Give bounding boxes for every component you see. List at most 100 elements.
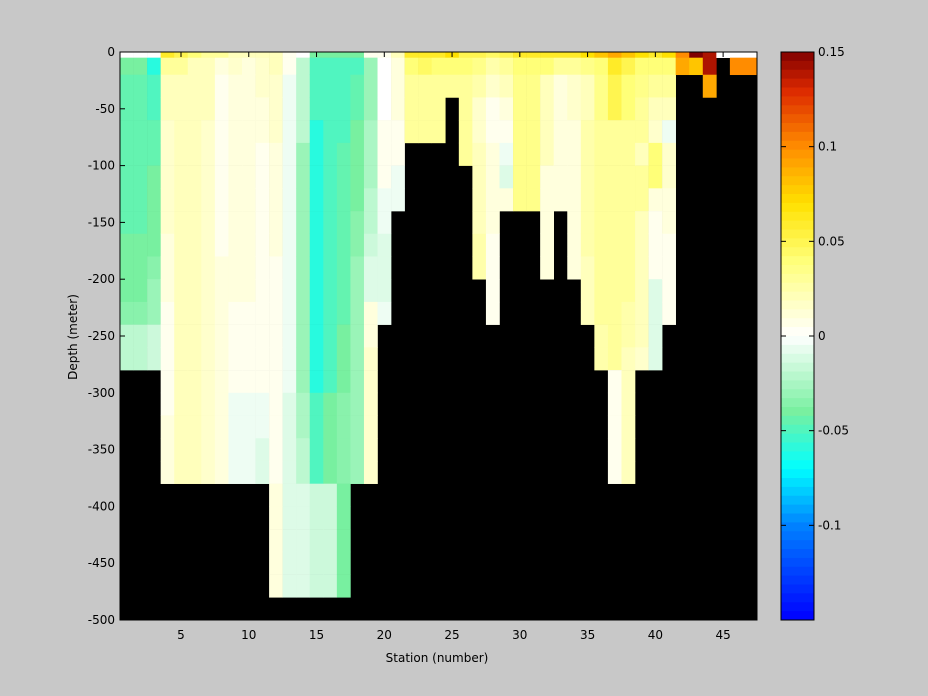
colorbar-swatch <box>781 327 814 337</box>
heatmap-cell <box>513 97 527 121</box>
heatmap-cell <box>296 211 311 235</box>
heatmap-cell <box>160 347 175 371</box>
heatmap-cell <box>282 165 297 189</box>
heatmap-cell <box>147 120 161 144</box>
heatmap-cell <box>607 347 622 371</box>
heatmap-cell <box>336 233 351 257</box>
heatmap-cell <box>323 97 338 121</box>
colorbar-swatch <box>781 575 814 585</box>
heatmap-cell <box>391 165 405 189</box>
heatmap-cell <box>228 415 243 439</box>
heatmap-cell <box>241 392 256 416</box>
heatmap-cell <box>336 347 351 371</box>
heatmap-cell <box>336 97 351 121</box>
heatmap-cell <box>133 233 148 257</box>
heatmap-cell <box>187 415 202 439</box>
heatmap-cell <box>296 256 311 280</box>
colorbar-swatch <box>781 291 814 301</box>
heatmap-cell <box>133 57 148 76</box>
heatmap-cell <box>309 347 324 371</box>
heatmap-cell <box>187 188 202 212</box>
heatmap-cell <box>336 324 351 348</box>
colorbar-swatch <box>781 344 814 355</box>
heatmap-cell <box>350 347 365 371</box>
heatmap-cell <box>282 347 297 371</box>
heatmap-cell <box>187 279 202 303</box>
heatmap-cell <box>350 97 365 121</box>
heatmap-cell <box>567 211 582 235</box>
heatmap-cell <box>363 165 378 189</box>
heatmap-cell <box>336 392 351 416</box>
heatmap-cell <box>485 52 500 58</box>
colorbar-swatch <box>781 486 814 497</box>
heatmap-cell <box>594 165 609 189</box>
heatmap-cell <box>485 211 500 235</box>
heatmap-cell <box>147 347 161 371</box>
heatmap-cell <box>445 57 460 76</box>
heatmap-cell <box>648 301 663 325</box>
heatmap-cell <box>485 165 500 189</box>
colorbar-swatch <box>781 602 814 612</box>
x-tick-label: 30 <box>512 628 527 642</box>
x-tick-label: 25 <box>444 628 459 642</box>
heatmap-cell <box>255 438 270 462</box>
plot-area <box>119 51 758 621</box>
colorbar-swatch <box>781 380 814 390</box>
heatmap-cell <box>350 392 365 416</box>
heatmap-cell <box>363 74 378 98</box>
heatmap-cell <box>241 233 256 257</box>
heatmap-cell <box>594 233 609 257</box>
heatmap-cell <box>241 188 256 212</box>
heatmap-cell <box>120 52 134 58</box>
heatmap-cell <box>445 74 460 98</box>
colorbar-swatch <box>781 531 814 541</box>
heatmap-cell <box>377 120 392 144</box>
colorbar-swatch <box>781 149 814 159</box>
heatmap-cell <box>296 506 311 530</box>
heatmap-cell <box>526 120 541 144</box>
heatmap-cell <box>241 97 256 121</box>
heatmap-cell <box>296 529 311 553</box>
heatmap-cell <box>309 120 324 144</box>
heatmap-cell <box>580 57 595 76</box>
heatmap-cell <box>377 142 392 166</box>
heatmap-cell <box>255 74 270 98</box>
colorbar-swatch <box>781 309 814 319</box>
heatmap-cell <box>580 256 595 280</box>
heatmap-cell <box>309 574 324 598</box>
x-axis-label: Station (number) <box>386 651 489 665</box>
heatmap-cell <box>635 347 649 371</box>
heatmap-cell <box>296 142 311 166</box>
heatmap-cell <box>702 57 717 76</box>
colorbar-swatch <box>781 247 814 257</box>
x-tick-label: 20 <box>377 628 392 642</box>
heatmap-cell <box>567 120 582 144</box>
heatmap-cell <box>201 120 216 144</box>
heatmap-cell <box>228 52 243 58</box>
colorbar-swatch <box>781 69 814 80</box>
heatmap-cell <box>594 120 609 144</box>
heatmap-cell <box>594 324 609 348</box>
heatmap-cell <box>160 97 175 121</box>
heatmap-cell <box>540 188 554 212</box>
heatmap-cell <box>282 415 297 439</box>
heatmap-cell <box>377 211 392 235</box>
heatmap-cell <box>499 120 514 144</box>
heatmap-cell <box>133 165 148 189</box>
heatmap-cell <box>472 233 487 257</box>
heatmap-cell <box>241 415 256 439</box>
heatmap-cell <box>377 74 392 98</box>
heatmap-cell <box>363 97 378 121</box>
heatmap-cell <box>404 74 419 98</box>
heatmap-cell <box>323 574 338 598</box>
heatmap-cell <box>350 211 365 235</box>
heatmap-cell <box>296 551 311 575</box>
heatmap-cell <box>323 256 338 280</box>
heatmap-cell <box>513 142 527 166</box>
heatmap-cell <box>607 279 622 303</box>
heatmap-cell <box>228 165 243 189</box>
heatmap-cell <box>228 120 243 144</box>
colorbar-swatch <box>781 362 814 372</box>
heatmap-cell <box>269 256 283 280</box>
